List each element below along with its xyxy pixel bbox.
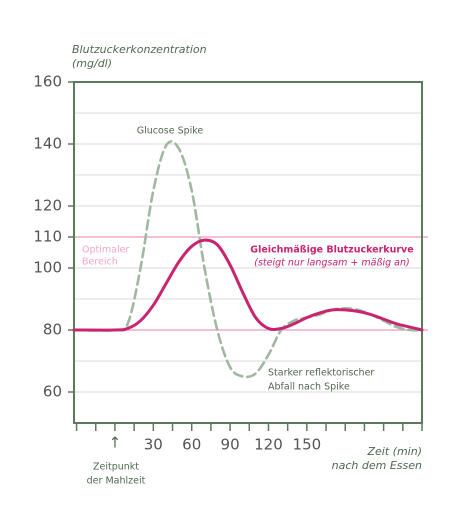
y-tick-label: 160	[33, 73, 62, 91]
y-tick-label: 140	[33, 135, 62, 153]
x-tick-label: 150	[293, 436, 322, 454]
y-tick-label: 80	[43, 321, 62, 339]
drop-label: Abfall nach Spike	[268, 382, 350, 393]
y-tick-label: 110	[33, 228, 62, 246]
x-tick-label: 30	[144, 436, 163, 454]
drop-label: Starker reflektorischer	[268, 368, 374, 379]
plot-frame	[73, 81, 423, 424]
meal-label: der Mahlzeit	[87, 476, 146, 487]
spike-label: Glucose Spike	[137, 126, 204, 137]
x-tick-label: 60	[182, 436, 201, 454]
y-tick-label: 120	[33, 197, 62, 215]
y-tick-label: 100	[33, 259, 62, 277]
y-tick-label: 60	[43, 383, 62, 401]
x-axis-label: Zeit (min)	[367, 445, 423, 458]
series-line	[72, 238, 424, 332]
x-axis-label: nach dem Essen	[332, 459, 422, 472]
optimal-label: Optimaler	[82, 245, 129, 256]
smooth-label: (steigt nur langsam + mäßig an)	[254, 258, 409, 269]
y-axis-label: Blutzuckerkonzentration	[72, 43, 207, 56]
x-tick-label: 120	[254, 436, 283, 454]
smooth-label: Gleichmäßige Blutzuckerkurve	[250, 245, 413, 256]
meal-label: Zeitpunkt	[93, 462, 139, 473]
x-tick-label: ↑	[109, 434, 122, 452]
optimal-label: Bereich	[82, 257, 118, 268]
y-axis-label: (mg/dl)	[72, 57, 112, 70]
x-tick-label: 90	[221, 436, 240, 454]
